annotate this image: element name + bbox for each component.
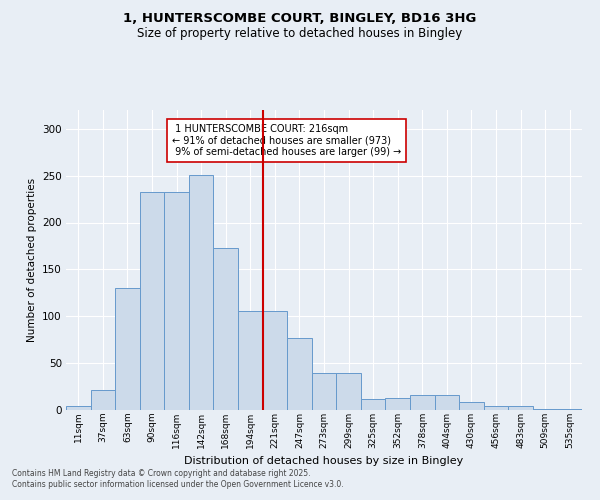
Text: 1 HUNTERSCOMBE COURT: 216sqm
← 91% of detached houses are smaller (973)
 9% of s: 1 HUNTERSCOMBE COURT: 216sqm ← 91% of de… [172, 124, 401, 158]
Text: Contains public sector information licensed under the Open Government Licence v3: Contains public sector information licen… [12, 480, 344, 489]
Text: Contains HM Land Registry data © Crown copyright and database right 2025.: Contains HM Land Registry data © Crown c… [12, 468, 311, 477]
Bar [164, 192, 189, 410]
Text: Size of property relative to detached houses in Bingley: Size of property relative to detached ho… [137, 28, 463, 40]
Text: 1, HUNTERSCOMBE COURT, BINGLEY, BD16 3HG: 1, HUNTERSCOMBE COURT, BINGLEY, BD16 3HG [124, 12, 476, 26]
Bar [115, 288, 140, 410]
Bar [238, 310, 263, 410]
Bar [140, 192, 164, 410]
X-axis label: Distribution of detached houses by size in Bingley: Distribution of detached houses by size … [184, 456, 464, 466]
Bar [508, 406, 533, 410]
Bar [410, 395, 434, 410]
Bar [263, 310, 287, 410]
Bar [336, 372, 361, 410]
Bar [557, 409, 582, 410]
Bar [214, 248, 238, 410]
Bar [361, 399, 385, 410]
Bar [434, 395, 459, 410]
Bar [91, 390, 115, 410]
Bar [533, 409, 557, 410]
Bar [385, 398, 410, 410]
Bar [287, 338, 312, 410]
Bar [189, 174, 214, 410]
Bar [459, 402, 484, 410]
Y-axis label: Number of detached properties: Number of detached properties [26, 178, 37, 342]
Bar [484, 406, 508, 410]
Bar [312, 372, 336, 410]
Bar [66, 406, 91, 410]
